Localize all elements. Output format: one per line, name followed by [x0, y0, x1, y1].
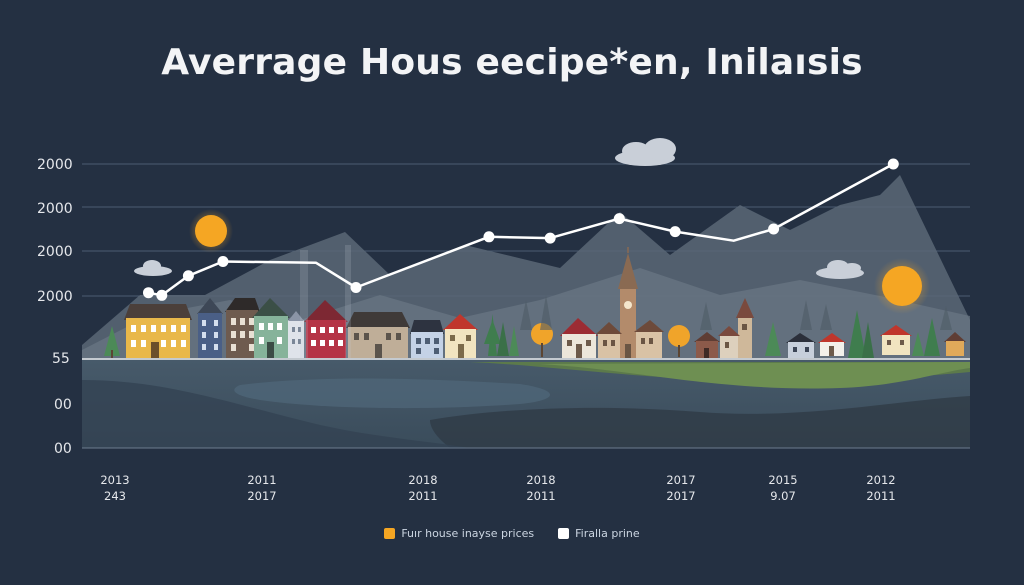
x-tick-label: 2017: [247, 489, 276, 503]
tree-icon: [862, 322, 874, 358]
chart-title: Averrage Hous eecipe*en, Inilaısis: [161, 42, 863, 83]
x-tick-label: 2013: [100, 473, 129, 487]
tree-icon: [912, 332, 924, 356]
legend-label: Firalla prine: [575, 527, 640, 540]
x-tick-label: 243: [104, 489, 126, 503]
x-tick-label: 2017: [666, 473, 695, 487]
house-illustration: [443, 314, 478, 358]
series-price-line: [143, 158, 899, 301]
town-illustration: [104, 245, 966, 360]
house-illustration: [410, 320, 444, 358]
data-point: [350, 282, 362, 293]
tree-icon: [668, 325, 690, 357]
data-point: [544, 232, 556, 244]
x-axis: 2013 243 2011 2017 2018 2011 2018 2011 2…: [100, 473, 895, 503]
house-illustration: [124, 304, 192, 358]
y-axis: 2000 2000 2000 2000 55 00 00: [37, 157, 73, 457]
legend-swatch: [558, 528, 570, 539]
data-point: [768, 223, 780, 235]
x-tick-label: 2017: [666, 489, 695, 503]
house-illustration: [288, 311, 304, 358]
x-tick-label: 2011: [866, 489, 895, 503]
sun-icon: [189, 209, 233, 253]
tree-icon: [848, 310, 866, 358]
data-point: [156, 289, 168, 301]
y-tick-label: 00: [54, 441, 72, 457]
house-illustration: [786, 333, 816, 358]
x-tick-label: 2011: [408, 489, 437, 503]
church-illustration: [596, 247, 664, 358]
data-point: [887, 158, 899, 170]
y-tick-label: 2000: [37, 289, 73, 305]
cloud-icon: [816, 260, 864, 279]
data-point: [613, 213, 625, 225]
data-point: [217, 256, 229, 267]
x-tick-label: 2015: [768, 473, 797, 487]
sun-icon: [874, 258, 930, 314]
data-point: [182, 270, 194, 282]
house-illustration: [304, 300, 348, 358]
house-illustration: [560, 318, 598, 358]
house-illustration: [944, 332, 966, 356]
forest-silhouette: [520, 295, 952, 330]
landscape-band: [82, 358, 970, 449]
tree-icon: [509, 326, 519, 356]
legend-swatch: [384, 528, 396, 539]
cloud-icon: [134, 260, 172, 276]
legend-label: Fuır house inayse prices: [401, 527, 535, 540]
data-point: [669, 226, 681, 238]
house-illustration: [880, 325, 912, 355]
x-tick-label: 2012: [866, 473, 895, 487]
y-tick-label: 55: [52, 351, 70, 367]
church-illustration: [718, 298, 754, 358]
x-tick-label: 2011: [526, 489, 555, 503]
cloud-icon: [615, 138, 676, 166]
house-illustration: [252, 298, 290, 358]
legend: Fuır house inayse prices Firalla prine: [0, 527, 1024, 540]
y-tick-label: 2000: [37, 201, 73, 217]
x-tick-label: 9.07: [770, 489, 796, 503]
tree-icon: [765, 322, 781, 356]
y-tick-label: 2000: [37, 157, 73, 173]
tree-icon: [924, 318, 940, 356]
tree-icon: [104, 326, 120, 358]
tree-icon: [497, 322, 509, 356]
data-point: [483, 231, 495, 243]
legend-item: Fuır house inayse prices: [384, 527, 534, 540]
data-point: [143, 287, 154, 299]
light-rays: [300, 245, 351, 360]
y-tick-label: 2000: [37, 244, 73, 260]
x-tick-label: 2018: [408, 473, 437, 487]
house-illustration: [694, 332, 720, 358]
y-tick-label: 00: [54, 397, 72, 413]
house-illustration: [197, 298, 223, 358]
x-tick-label: 2011: [247, 473, 276, 487]
house-illustration: [346, 312, 410, 358]
house-illustration: [818, 333, 846, 356]
tree-icon: [484, 314, 501, 356]
legend-item: Firalla prine: [558, 527, 640, 540]
x-tick-label: 2018: [526, 473, 555, 487]
